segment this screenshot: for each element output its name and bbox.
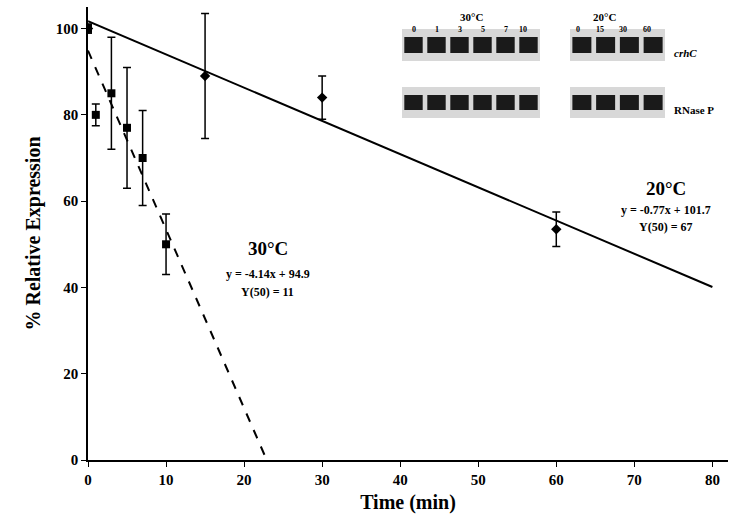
svg-text:y = -0.77x + 101.7: y = -0.77x + 101.7 (621, 203, 711, 217)
svg-text:Y(50) = 11: Y(50) = 11 (241, 285, 294, 299)
svg-text:30: 30 (619, 25, 627, 34)
svg-text:40: 40 (63, 280, 78, 296)
svg-text:40: 40 (393, 472, 408, 488)
svg-text:70: 70 (627, 472, 642, 488)
svg-text:10: 10 (159, 472, 174, 488)
svg-text:crhC: crhC (674, 47, 697, 59)
svg-text:80: 80 (63, 107, 78, 123)
svg-text:30°C: 30°C (248, 238, 288, 259)
svg-text:0: 0 (412, 25, 416, 34)
svg-text:RNase P: RNase P (674, 104, 714, 116)
svg-text:50: 50 (471, 472, 486, 488)
svg-text:30°C: 30°C (460, 11, 483, 23)
svg-text:0: 0 (576, 25, 580, 34)
svg-text:3: 3 (458, 25, 462, 34)
svg-text:15: 15 (596, 25, 604, 34)
svg-text:60: 60 (643, 25, 651, 34)
svg-text:% Relative Expression: % Relative Expression (22, 136, 45, 330)
svg-text:Time (min): Time (min) (360, 491, 456, 514)
svg-text:y = -4.14x + 94.9: y = -4.14x + 94.9 (226, 267, 310, 281)
svg-text:60: 60 (63, 193, 78, 209)
svg-text:30: 30 (315, 472, 330, 488)
svg-text:100: 100 (56, 21, 79, 37)
svg-text:20°C: 20°C (646, 178, 686, 199)
svg-text:20°C: 20°C (593, 11, 616, 23)
svg-text:20: 20 (237, 472, 252, 488)
svg-text:10: 10 (519, 25, 527, 34)
svg-text:5: 5 (481, 25, 485, 34)
svg-text:7: 7 (504, 25, 508, 34)
svg-text:Y(50) = 67: Y(50) = 67 (639, 220, 693, 234)
svg-text:0: 0 (71, 452, 79, 468)
svg-text:60: 60 (549, 472, 564, 488)
svg-text:0: 0 (84, 472, 92, 488)
svg-text:20: 20 (63, 366, 78, 382)
svg-text:80: 80 (705, 472, 720, 488)
svg-text:1: 1 (435, 25, 439, 34)
